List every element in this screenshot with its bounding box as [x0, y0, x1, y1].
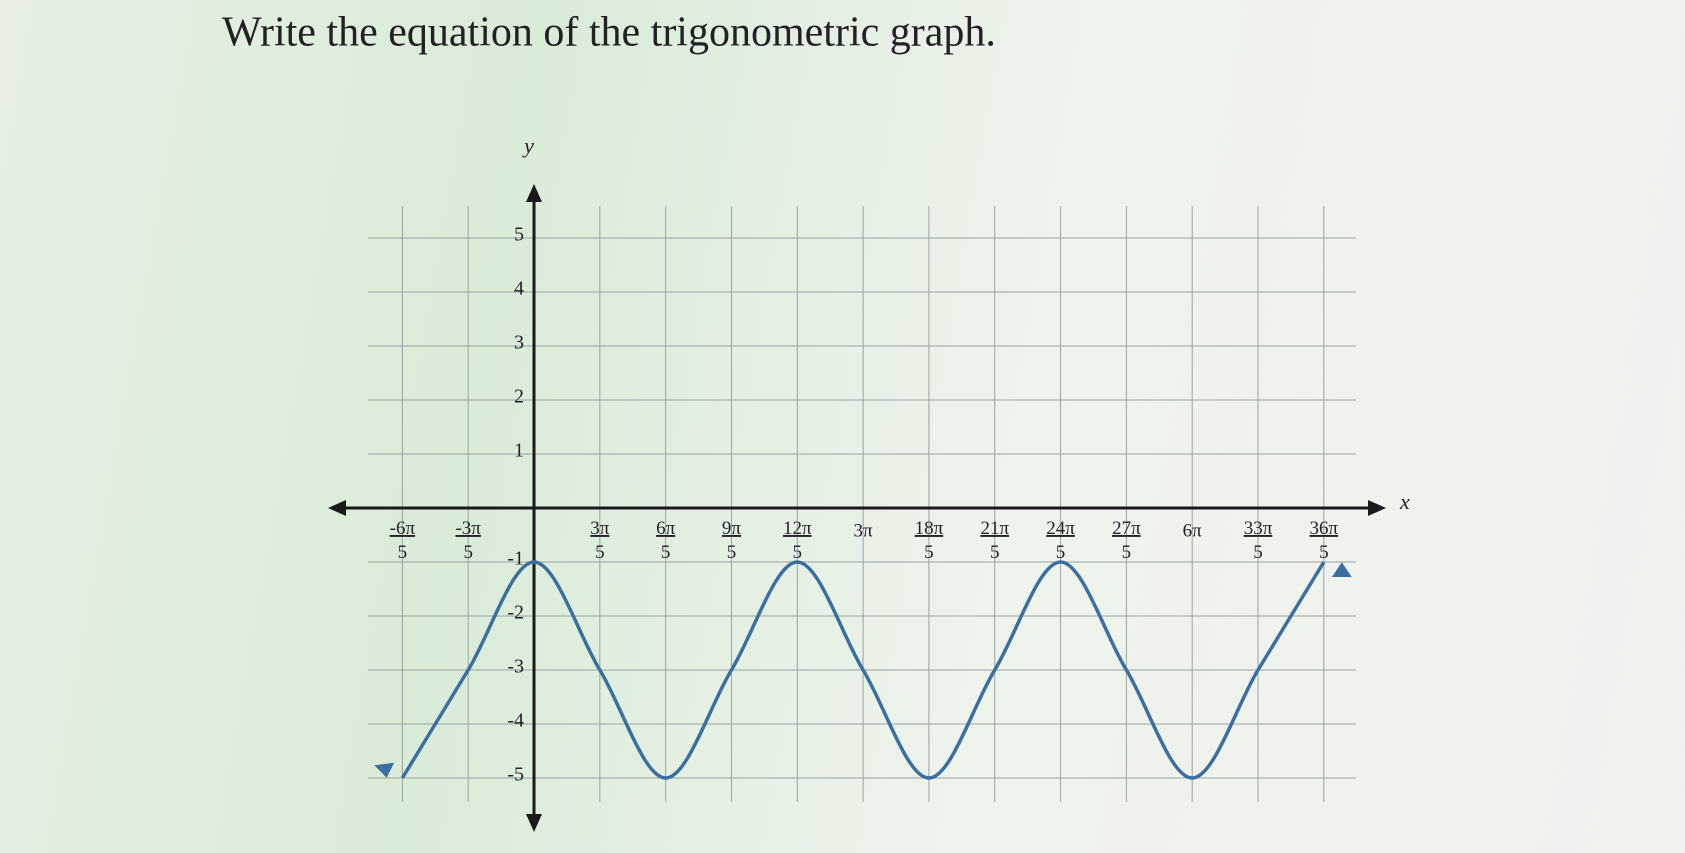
x-tick-label: 27π 5 [1112, 518, 1141, 563]
y-tick-label: 2 [514, 386, 524, 408]
y-tick-label: -4 [507, 710, 524, 732]
y-tick-label: -2 [507, 602, 524, 624]
x-tick-label: -6π 5 [390, 518, 416, 563]
x-tick-label: 6π [1183, 520, 1203, 541]
y-tick-label: 5 [514, 224, 524, 246]
y-tick-label: 4 [514, 278, 524, 300]
axis-arrow [526, 184, 543, 202]
y-tick-label: -1 [507, 548, 524, 570]
x-tick-label: 3π 5 [590, 518, 610, 563]
x-tick-label: 6π 5 [656, 518, 676, 563]
axis-arrow [1368, 500, 1386, 516]
curve [400, 560, 1326, 780]
x-tick-label: 33π 5 [1244, 518, 1273, 563]
y-tick-label: -3 [507, 656, 524, 678]
x-tick-label: -3π 5 [455, 518, 481, 563]
x-tick-label: 21π 5 [980, 518, 1009, 563]
y-tick-label: -5 [507, 764, 524, 786]
x-tick-label: 36π 5 [1310, 518, 1339, 563]
y-tick-label: 1 [514, 440, 524, 462]
curve-arrow [374, 762, 395, 778]
x-tick-label: 3π [854, 520, 874, 541]
curve-arrow [1331, 562, 1352, 577]
x-tick-label: 18π 5 [915, 518, 944, 563]
y-tick-label: 3 [514, 332, 524, 354]
axis-arrow [328, 500, 346, 516]
x-tick-label: 12π 5 [783, 518, 812, 563]
y-axis-label: y [522, 133, 534, 158]
axis-arrow [526, 814, 543, 832]
x-axis-label: x [1399, 489, 1410, 514]
x-tick-label: 24π 5 [1046, 518, 1075, 563]
x-tick-label: 9π 5 [722, 518, 742, 563]
chart-title: Write the equation of the trigonometric … [222, 10, 996, 56]
